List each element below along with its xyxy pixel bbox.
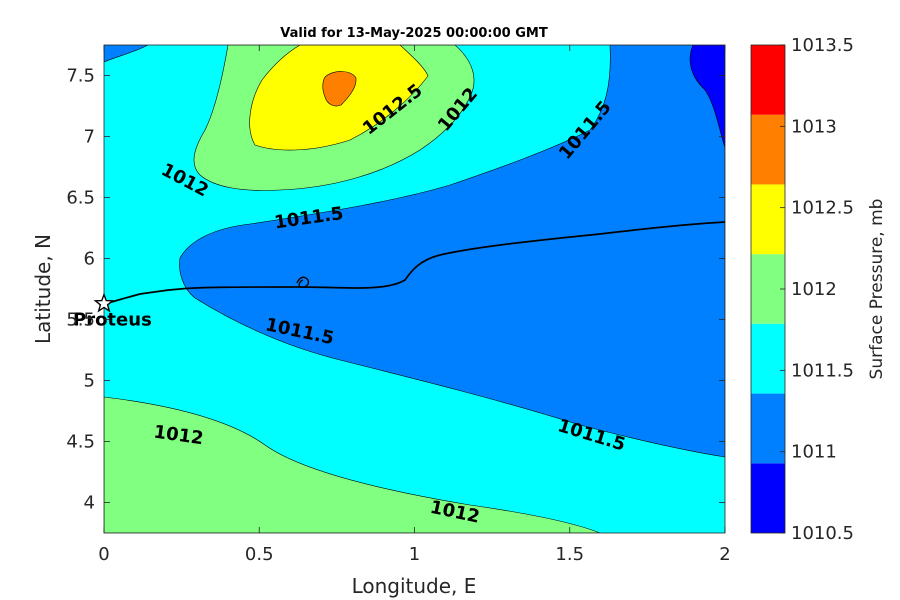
colorbar-swatch (751, 184, 785, 255)
colorbar-swatch (751, 45, 785, 115)
storm-track (104, 221, 725, 305)
y-tick-label: 6 (84, 249, 95, 270)
y-axis-ticks: 4 4.5 5 5.5 6 6.5 7 7.5 (66, 66, 725, 514)
colorbar: 1010.5 1011 1011.5 1012 1012.5 1013 1013.5 (750, 35, 854, 544)
y-tick-label: 7 (84, 127, 95, 148)
colorbar-level-label: 1011 (791, 442, 837, 463)
band-blue-central (179, 45, 725, 458)
marker-label: Proteus (73, 310, 152, 331)
colorbar-title: Surface Pressure, mb (867, 199, 887, 380)
x-tick-label: 0 (98, 544, 109, 565)
contour-field (104, 45, 725, 533)
y-tick-label: 6.5 (66, 188, 95, 209)
colorbar-swatch (751, 323, 785, 394)
chart-title: Valid for 13-May-2025 00:00:00 GMT (280, 26, 548, 41)
colorbar-level-label: 1011.5 (791, 360, 854, 381)
x-tick-label: 0.5 (245, 544, 274, 565)
track-loop (296, 276, 310, 288)
star-icon (93, 292, 115, 313)
y-tick-label: 5.5 (66, 310, 95, 331)
y-tick-label: 7.5 (66, 66, 95, 87)
band-darkblue-ne (689, 45, 725, 149)
location-marker: Proteus (73, 292, 152, 331)
colorbar-level-label: 1012.5 (791, 198, 854, 219)
x-tick-label: 1 (409, 544, 420, 565)
band-orange (322, 71, 357, 107)
x-axis-title: Longitude, E (352, 574, 477, 598)
y-tick-label: 5 (84, 371, 95, 392)
band-green-south (104, 396, 601, 533)
y-axis-title: Latitude, N (31, 234, 55, 344)
x-axis-ticks: 0 0.5 1 1.5 2 (98, 45, 731, 565)
colorbar-swatch (751, 114, 785, 185)
colorbar-level-label: 1010.5 (791, 523, 854, 544)
y-tick-label: 4.5 (66, 432, 95, 453)
colorbar-level-label: 1012 (791, 279, 837, 300)
colorbar-level-label: 1013 (791, 116, 837, 137)
colorbar-swatch (751, 393, 785, 464)
colorbar-swatch (751, 254, 785, 324)
colorbar-level-label: 1013.5 (791, 35, 854, 56)
x-tick-label: 2 (719, 544, 730, 565)
y-tick-label: 4 (84, 493, 95, 514)
x-tick-label: 1.5 (555, 544, 584, 565)
colorbar-swatch (751, 463, 785, 533)
